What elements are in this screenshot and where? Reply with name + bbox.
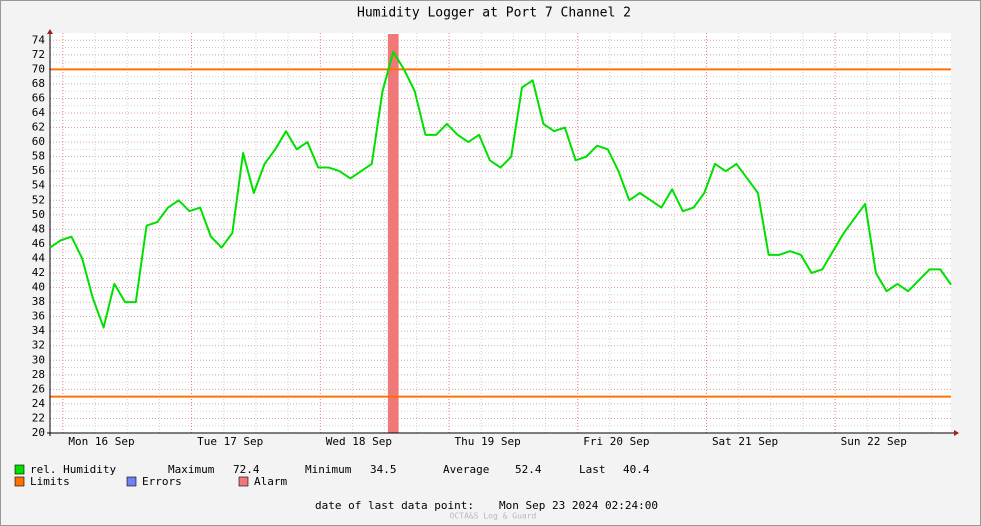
stat-value: 72.4 (233, 463, 260, 476)
y-tick-label: 58 (32, 150, 45, 163)
stat-value: 52.4 (515, 463, 542, 476)
legend-swatch (126, 476, 137, 487)
footer-value: Mon Sep 23 2024 02:24:00 (499, 499, 658, 512)
footer-label: date of last data point: (315, 499, 474, 512)
y-tick-label: 64 (32, 106, 46, 119)
y-tick-label: 60 (32, 135, 45, 148)
x-tick-label: Sun 22 Sep (841, 435, 907, 448)
legend-swatch (238, 476, 249, 487)
legend-swatch (14, 476, 25, 487)
y-tick-label: 74 (32, 33, 46, 46)
x-tick-label: Mon 16 Sep (68, 435, 134, 448)
y-tick-label: 32 (32, 339, 45, 352)
legend-label: Alarm (254, 475, 287, 488)
y-tick-label: 46 (32, 237, 45, 250)
plot-area (50, 33, 951, 433)
humidity-line (49, 50, 952, 329)
x-tick-label: Thu 19 Sep (455, 435, 521, 448)
y-tick-label: 48 (32, 222, 45, 235)
y-tick-label: 68 (32, 77, 45, 90)
x-tick-label: Fri 20 Sep (583, 435, 649, 448)
legend-label: Limits (30, 475, 70, 488)
stat-value: 34.5 (370, 463, 397, 476)
legend-label: Errors (142, 475, 182, 488)
stat-label: Last (579, 463, 606, 476)
y-tick-label: 28 (32, 368, 45, 381)
stat-label: Minimum (305, 463, 352, 476)
y-tick-label: 66 (32, 91, 45, 104)
watermark: OCTA&S Log & Guard (450, 512, 537, 521)
y-tick-label: 36 (32, 310, 45, 323)
y-tick-label: 42 (32, 266, 45, 279)
y-axis-arrow (47, 29, 53, 34)
y-tick-label: 40 (32, 281, 45, 294)
y-tick-label: 24 (32, 397, 46, 410)
y-tick-label: 26 (32, 382, 45, 395)
y-tick-label: 22 (32, 411, 45, 424)
y-tick-label: 52 (32, 193, 45, 206)
y-tick-label: 20 (32, 426, 45, 439)
alarm-band (387, 34, 399, 433)
y-tick-label: 56 (32, 164, 45, 177)
legend-label: rel. Humidity (30, 463, 116, 476)
stat-value: 40.4 (623, 463, 650, 476)
x-tick-label: Sat 21 Sep (712, 435, 778, 448)
y-tick-label: 54 (32, 179, 46, 192)
y-tick-label: 30 (32, 353, 45, 366)
legend-swatch (14, 464, 25, 475)
y-tick-label: 62 (32, 121, 45, 134)
x-axis-arrow (954, 430, 959, 436)
x-tick-label: Tue 17 Sep (197, 435, 263, 448)
y-tick-label: 44 (32, 251, 46, 264)
y-tick-label: 72 (32, 48, 45, 61)
chart-title: Humidity Logger at Port 7 Channel 2 (357, 6, 631, 21)
stat-label: Maximum (168, 463, 215, 476)
y-tick-label: 34 (32, 324, 46, 337)
x-tick-label: Wed 18 Sep (326, 435, 392, 448)
stat-label: Average (443, 463, 489, 476)
y-tick-label: 38 (32, 295, 45, 308)
y-tick-label: 70 (32, 62, 45, 75)
y-tick-label: 50 (32, 208, 45, 221)
